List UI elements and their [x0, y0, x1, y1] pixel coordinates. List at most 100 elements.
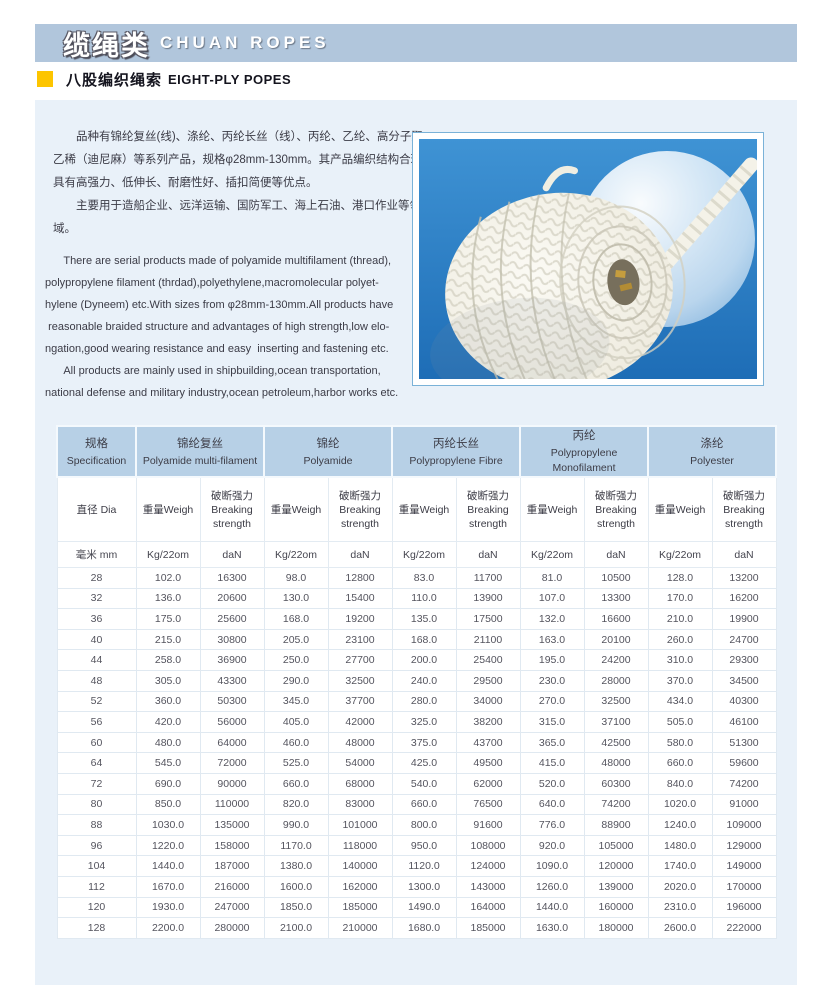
subheader-diameter: 直径 Dia: [56, 476, 137, 542]
weight-cell: 375.0: [391, 731, 457, 754]
table-row: 128 2200.0 280000 2100.0 210000 1680.0 185000 1…: [56, 917, 777, 939]
group-label-zh: 规格: [85, 437, 108, 450]
weight-cell: 1740.0: [647, 855, 713, 877]
weight-cell: 195.0: [519, 649, 585, 671]
table-row: 52 360.0 50300 345.0 37700 280.0 34000 270.0 325…: [56, 690, 777, 713]
weight-cell: 98.0: [263, 567, 329, 589]
strength-cell: 101000: [327, 814, 393, 836]
weight-cell: 480.0: [135, 731, 201, 754]
diameter-cell: 44: [56, 649, 137, 671]
weight-cell: 2020.0: [647, 875, 713, 898]
subheader-weight: 重量Weigh: [647, 476, 713, 542]
table-row: 112 1670.0 216000 1600.0 162000 1300.0 143000 1…: [56, 875, 777, 898]
weight-cell: 505.0: [647, 711, 713, 733]
weight-cell: 850.0: [135, 793, 201, 816]
strength-cell: 50300: [199, 690, 265, 713]
rope-coil-photo: [419, 139, 759, 417]
group-label-zh: 锦纶复丝: [177, 437, 223, 450]
weight-cell: 420.0: [135, 711, 201, 733]
specification-table: 规格 Specification 锦纶复丝 Polyamide multi-fi…: [56, 425, 778, 939]
weight-cell: 820.0: [263, 793, 329, 816]
unit-weight: Kg/22om: [135, 541, 201, 568]
section-title-zh: 八股编织绳索: [66, 71, 163, 89]
strength-cell: 164000: [455, 896, 521, 919]
strength-cell: 40300: [711, 690, 777, 713]
subheader-weight: 重量Weigh: [391, 476, 457, 542]
subheader-breaking-strength: 破断强力 Breaking strength: [199, 476, 265, 542]
table-row: 28 102.0 16300 98.0 12800 83.0 11700 81.0 10500 1…: [56, 567, 777, 589]
strength-cell: 170000: [711, 875, 777, 898]
strength-cell: 68000: [327, 772, 393, 795]
strength-cell: 180000: [583, 917, 649, 939]
strength-cell: 21100: [455, 628, 521, 651]
subheader-breaking-strength: 破断强力 Breaking strength: [455, 476, 521, 542]
weight-cell: 540.0: [391, 772, 457, 795]
strength-cell: 83000: [327, 793, 393, 816]
strength-cell: 129000: [711, 834, 777, 857]
weight-cell: 2100.0: [263, 917, 329, 939]
strength-cell: 13200: [711, 567, 777, 589]
weight-cell: 1170.0: [263, 834, 329, 857]
diameter-cell: 72: [56, 772, 137, 795]
weight-cell: 990.0: [263, 814, 329, 836]
weight-cell: 776.0: [519, 814, 585, 836]
diameter-cell: 36: [56, 608, 137, 630]
group-label-zh: 涤纶: [700, 437, 724, 450]
diameter-cell: 112: [56, 875, 137, 898]
weight-cell: 1440.0: [135, 855, 201, 877]
weight-cell: 1930.0: [135, 896, 201, 919]
strength-cell: 32500: [583, 690, 649, 713]
table-row: 120 1930.0 247000 1850.0 185000 1490.0 164000 1…: [56, 896, 777, 919]
strength-cell: 280000: [199, 917, 265, 939]
weight-cell: 525.0: [263, 752, 329, 774]
weight-cell: 107.0: [519, 587, 585, 610]
diameter-cell: 64: [56, 752, 137, 774]
table-row: 64 545.0 72000 525.0 54000 425.0 49500 415.0 480…: [56, 752, 777, 774]
rope-coil: [430, 165, 686, 417]
subheader-weight: 重量Weigh: [135, 476, 201, 542]
weight-cell: 370.0: [647, 669, 713, 692]
strength-cell: 210000: [327, 917, 393, 939]
weight-cell: 280.0: [391, 690, 457, 713]
table-row: 60 480.0 64000 460.0 48000 375.0 43700 365.0 425…: [56, 731, 777, 754]
column-group-specification: 规格 Specification: [56, 425, 137, 478]
weight-cell: 425.0: [391, 752, 457, 774]
strength-cell: 30800: [199, 628, 265, 651]
strength-cell: 160000: [583, 896, 649, 919]
unit-row: 毫米 mm Kg/22om daN Kg/22om daN Kg/22om daN Kg/2…: [56, 541, 777, 568]
weight-cell: 1030.0: [135, 814, 201, 836]
strength-cell: 28000: [583, 669, 649, 692]
yellow-square-marker-icon: [37, 71, 53, 87]
weight-cell: 215.0: [135, 628, 201, 651]
weight-cell: 1850.0: [263, 896, 329, 919]
column-group-polyamide: 锦纶 Polyamide: [263, 425, 393, 478]
unit-strength: daN: [583, 541, 649, 568]
strength-cell: 10500: [583, 567, 649, 589]
weight-cell: 168.0: [263, 608, 329, 630]
weight-cell: 210.0: [647, 608, 713, 630]
strength-cell: 64000: [199, 731, 265, 754]
weight-cell: 405.0: [263, 711, 329, 733]
strength-cell: 29300: [711, 649, 777, 671]
weight-cell: 1260.0: [519, 875, 585, 898]
subheader-breaking-strength: 破断强力 Breaking strength: [327, 476, 393, 542]
strength-cell: 24700: [711, 628, 777, 651]
strength-cell: 12800: [327, 567, 393, 589]
strength-cell: 91600: [455, 814, 521, 836]
weight-cell: 545.0: [135, 752, 201, 774]
page-header-band: 缆绳类 CHUAN ROPES: [35, 24, 797, 62]
weight-cell: 345.0: [263, 690, 329, 713]
unit-strength: daN: [199, 541, 265, 568]
strength-cell: 76500: [455, 793, 521, 816]
weight-cell: 920.0: [519, 834, 585, 857]
weight-cell: 205.0: [263, 628, 329, 651]
strength-cell: 196000: [711, 896, 777, 919]
weight-cell: 1300.0: [391, 875, 457, 898]
weight-cell: 660.0: [647, 752, 713, 774]
weight-cell: 1480.0: [647, 834, 713, 857]
weight-cell: 690.0: [135, 772, 201, 795]
subheader-breaking-strength: 破断强力 Breaking strength: [583, 476, 649, 542]
column-group-polyester: 涤纶 Polyester: [647, 425, 778, 478]
column-group-polypropylene-monofilament: 丙纶 Polypropylene Monofilament: [519, 425, 650, 478]
